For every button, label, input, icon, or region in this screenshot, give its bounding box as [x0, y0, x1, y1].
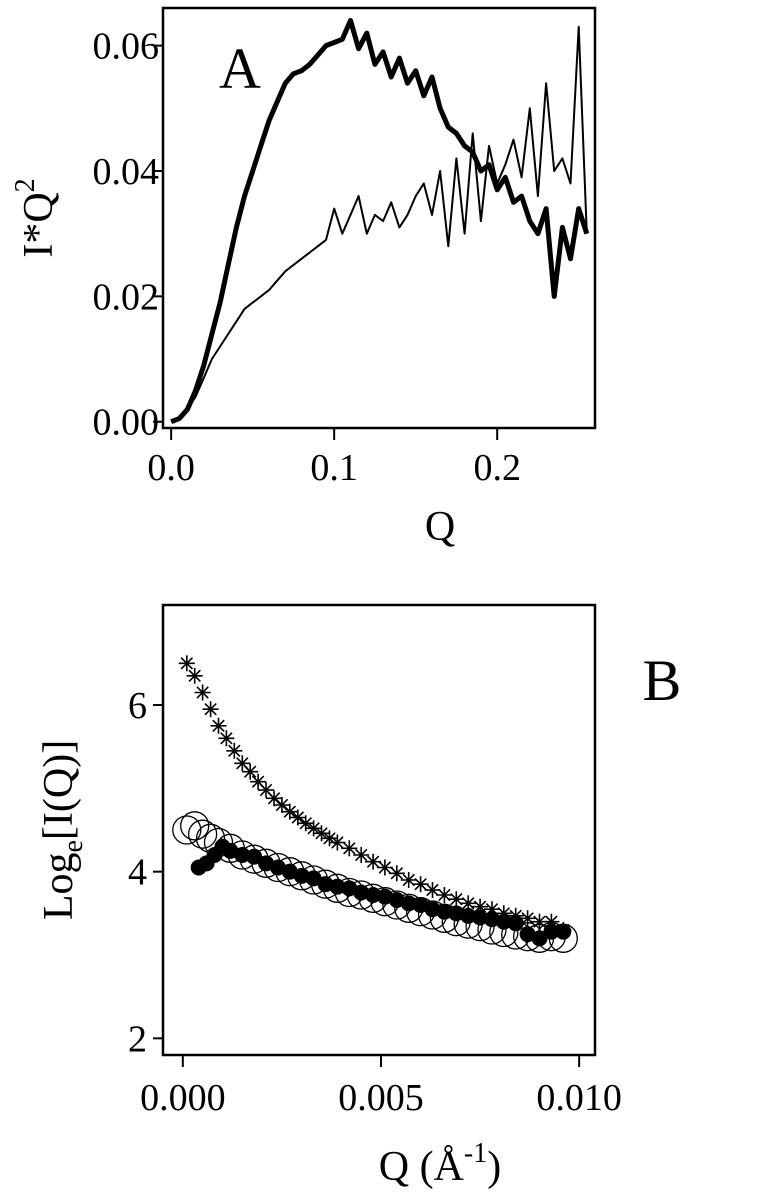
panel-b-x-tick-label: 0.005 — [338, 1077, 424, 1119]
panel-a-series-thin-line — [170, 25, 588, 423]
panel-b-filled-circle-point — [436, 903, 453, 920]
panel-b-x-tick-label: 0.000 — [140, 1077, 226, 1119]
panel-b-filled-circle-point — [293, 867, 310, 884]
panel-b-frame — [161, 603, 597, 1057]
panel-b-star-point — [388, 865, 405, 882]
panel-b-x-label: Q (Å-1) — [379, 1138, 502, 1190]
panel-b-filled-circle-point — [246, 848, 263, 865]
panel-b-star-point — [341, 840, 358, 857]
panel-a-y-tick-label: 0.00 — [93, 402, 160, 444]
panel-b-star-point — [313, 825, 330, 842]
panel-b-open-circle-point — [187, 819, 218, 849]
panel-b-star-point — [424, 882, 441, 898]
panel-b-series — [172, 655, 578, 953]
panel-b-star-point — [226, 742, 243, 759]
panel-a-y-label: I*Q2 — [10, 178, 62, 257]
panel-a-y-tick-label: 0.06 — [93, 26, 160, 68]
panel-a-x-ticks: 0.0 0.1 0.2 — [147, 428, 521, 489]
panel-b-star-point — [365, 853, 382, 870]
panel-b-x-label-close: ) — [487, 1144, 501, 1190]
panel-b-letter: B — [643, 648, 682, 713]
panel-b-star-point — [186, 667, 203, 684]
panel-b-filled-circle-point — [365, 887, 382, 903]
panel-b-star-point — [273, 797, 290, 813]
panel-b-star-point — [329, 834, 346, 851]
panel-b-filled-circle-point — [472, 909, 489, 926]
panel-a-y-tick-label: 0.02 — [93, 276, 160, 318]
panel-b-star-point — [519, 910, 536, 927]
panel-b-y-label-sub: e — [58, 840, 89, 852]
panel-b-filled-circle-point — [543, 923, 560, 940]
panel-b-y-ticks: 2 4 6 — [128, 685, 163, 1060]
svg-text:I*Q2: I*Q2 — [10, 178, 62, 257]
panel-b-filled-circle-point — [555, 923, 572, 940]
panel-b-filled-circle-point — [305, 870, 322, 887]
panel-a-series-thick-line — [170, 18, 590, 425]
panel-b-filled-circle-point — [400, 895, 417, 912]
panel-b-star-point — [218, 730, 235, 747]
panel-b-star-point — [353, 847, 370, 863]
panel-b-filled-circle-point — [507, 915, 524, 932]
panel-b-filled-circle-point — [234, 847, 251, 863]
panel-b-filled-circle-point — [460, 907, 477, 924]
panel-b-star-point — [266, 790, 282, 807]
panel-b-star-point — [202, 701, 219, 718]
panel-b-y-tick-label: 6 — [128, 685, 147, 727]
panel-a-frame — [161, 6, 597, 430]
panel-a-series — [170, 18, 590, 425]
panel-a-y-tick-label: 0.04 — [93, 151, 160, 193]
panel-a-y-label-main: I*Q — [16, 192, 62, 257]
panel-b-filled-circle-point — [483, 911, 500, 928]
panel-b-filled-circle-point — [448, 905, 465, 922]
panel-b-star-point — [400, 872, 417, 888]
panel-b-x-label-sup: -1 — [464, 1138, 487, 1169]
panel-b-filled-circle-point — [353, 884, 370, 901]
panel-a-x-label: Q — [425, 504, 455, 550]
panel-b-x-label-unit: Å — [434, 1144, 465, 1190]
panel-a-y-ticks: 0.00 0.02 0.04 0.06 — [93, 26, 163, 444]
panel-b-x-ticks: 0.000 0.005 0.010 — [140, 1055, 622, 1119]
panel-b-x-label-main: Q ( — [379, 1144, 434, 1190]
panel-a: 0.0 0.1 0.2 0.00 0.02 0.04 0.06 A Q I*Q2 — [10, 6, 597, 550]
panel-b-filled-circle-point — [317, 876, 334, 893]
panel-b-y-label-main: Log — [36, 853, 82, 921]
panel-b-star-point — [436, 887, 453, 903]
panel-b-y-tick-label: 2 — [128, 1018, 147, 1060]
panel-b-filled-circle-point — [495, 913, 512, 930]
panel-b-star-point — [210, 717, 227, 734]
panel-b-star-point — [234, 755, 251, 772]
panel-a-x-tick-label: 0.0 — [147, 447, 195, 489]
panel-b-y-tick-label: 4 — [128, 852, 147, 894]
svg-text:Loge[I(Q)]: Loge[I(Q)] — [36, 740, 89, 920]
panel-b-x-tick-label: 0.010 — [536, 1077, 622, 1119]
panel-b-y-label-rest: [I(Q)] — [36, 740, 82, 840]
panel-b-filled-circle-point — [531, 930, 548, 947]
panel-a-x-tick-label: 0.1 — [310, 447, 358, 489]
panel-b-star-point — [178, 655, 195, 672]
panel-b: 0.000 0.005 0.010 2 4 6 B Q (Å-1) Loge[I(Q)] — [36, 603, 682, 1190]
panel-b-filled-circle-point — [329, 878, 346, 895]
panel-b-star-point — [376, 859, 393, 876]
panel-b-star-point — [412, 876, 429, 893]
panel-a-letter: A — [219, 36, 261, 101]
panel-b-star-point — [289, 809, 306, 826]
panel-b-open-circle-point — [172, 815, 202, 845]
panel-b-open-circle-point — [180, 811, 210, 841]
panel-b-filled-circle-point — [424, 901, 441, 918]
panel-b-star-point — [194, 684, 211, 701]
panel-a-y-label-sup: 2 — [10, 178, 41, 192]
panel-b-y-label: Loge[I(Q)] — [36, 740, 89, 920]
panel-b-star-point — [448, 891, 465, 908]
panel-a-x-tick-label: 0.2 — [473, 447, 521, 489]
panel-b-star-point — [242, 763, 259, 780]
